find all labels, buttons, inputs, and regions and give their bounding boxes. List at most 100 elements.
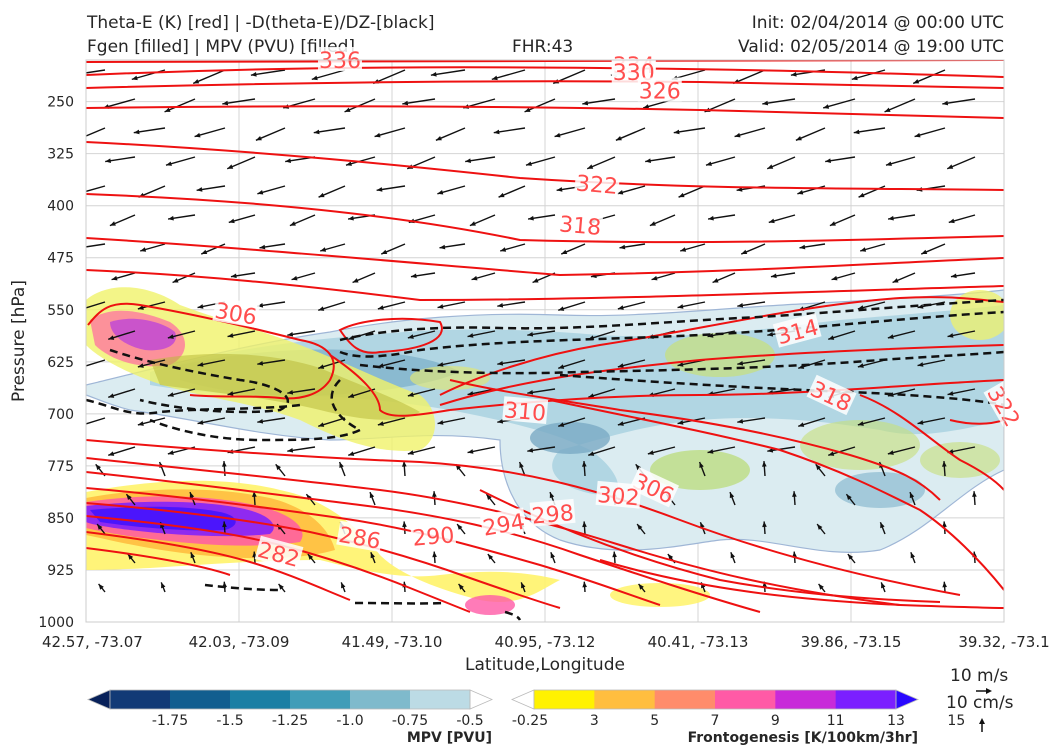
- theta-e-contour: [449, 379, 941, 501]
- wind-vector-head: [677, 420, 684, 425]
- wind-vector-head: [762, 461, 767, 467]
- wind-vector-head: [617, 190, 624, 195]
- axes: 250 325 400 475 550 625 700 775 850 925 1000 42.57,…: [38, 95, 1049, 651]
- wind-vector-head: [189, 492, 195, 499]
- fgen-fill-upper-violet: [110, 318, 176, 351]
- wind-vector-head: [257, 190, 264, 195]
- theta-e-contour: [439, 344, 1004, 406]
- dthetae-contour: [204, 583, 281, 592]
- wind-vector-head: [341, 582, 346, 589]
- wind-vector-head: [532, 278, 539, 283]
- wind-vector-head: [707, 449, 714, 454]
- y-tick-label: 475: [47, 251, 74, 267]
- wind-vector-head: [227, 391, 234, 396]
- wind-vector-head: [137, 305, 144, 310]
- wind-vector-head: [432, 491, 437, 497]
- wind-vector-head: [126, 494, 132, 500]
- wind-vector-head: [230, 273, 237, 279]
- wind-vector-head: [497, 361, 504, 366]
- fgen-fill-mid-3: [800, 420, 920, 470]
- theta-e-label-bg: [983, 380, 1027, 431]
- theta-e-label-bg: [629, 467, 680, 508]
- wind-vector-head: [197, 420, 204, 425]
- wind-vector-head: [486, 494, 492, 500]
- dthetae-contour: [339, 310, 1004, 358]
- wind-vector-head: [287, 448, 294, 453]
- wind-vector-head: [948, 218, 955, 224]
- wind-vector-head: [285, 158, 292, 163]
- wind-vector-head: [651, 275, 658, 281]
- wind-vector-head: [71, 72, 77, 77]
- wind-vector-head: [528, 215, 534, 221]
- wind-vector-head: [109, 221, 116, 226]
- wind-vector: [912, 69, 946, 85]
- wind-vector-head: [497, 419, 504, 424]
- wind-vector-head: [348, 451, 355, 456]
- wind-vector: [192, 69, 226, 85]
- wind-vector-head: [467, 333, 474, 338]
- wind-vector-head: [108, 393, 115, 398]
- wind-vector-head: [942, 521, 947, 528]
- wind-vector-head: [402, 521, 407, 528]
- wind-vector-head: [550, 552, 556, 559]
- wind-vector-head: [527, 332, 534, 337]
- theta-e-label: 318: [557, 210, 604, 241]
- wind-vector-head: [287, 332, 294, 337]
- theta-e-contour: [338, 317, 443, 354]
- colorbar-segment: [410, 690, 471, 709]
- wind-vector-head: [311, 75, 318, 81]
- wind-vector-head: [437, 304, 444, 309]
- colorbar-segment: [835, 690, 897, 709]
- wind-vector-head: [790, 72, 797, 77]
- wind-vector-head: [917, 304, 924, 309]
- wind-vector: [86, 359, 106, 367]
- dthetae-contour: [149, 379, 363, 442]
- wind-vector-head: [77, 190, 83, 194]
- wind-vector-head: [519, 462, 524, 469]
- wind-vector-head: [458, 583, 464, 590]
- wind-vector-head: [817, 524, 823, 530]
- colorbar-tick-label: -1.25: [272, 713, 308, 729]
- wind-vector: [491, 69, 526, 81]
- wind-vector-head: [165, 161, 172, 166]
- wind-vector: [250, 69, 286, 76]
- theta-e-label-bg: [637, 77, 682, 102]
- wind-vector-head: [318, 306, 325, 311]
- wind-vector-head: [172, 278, 179, 283]
- wind-vector-head: [370, 552, 376, 559]
- wind-vector-head: [287, 390, 294, 395]
- wind-vector-head: [193, 79, 200, 84]
- wind-vector-head: [227, 164, 234, 169]
- wind-vector-head: [197, 362, 204, 367]
- wind-vector-head: [377, 305, 384, 310]
- wind-vector: [430, 69, 466, 76]
- wind-vector-head: [818, 583, 824, 590]
- wind-vector-head: [196, 187, 203, 192]
- wind-vector-head: [677, 362, 684, 367]
- wind-vector-head: [712, 278, 719, 283]
- theta-e-label-bg: [336, 520, 384, 553]
- title-line-2: Fgen [filled] | MPV (PVU) [filled]: [87, 37, 356, 57]
- wind-vector-head: [487, 554, 494, 560]
- wind-vector-head: [558, 364, 565, 369]
- wind-vector-head: [617, 305, 624, 310]
- x-tick-label: 42.57, -73.07: [42, 633, 143, 651]
- wind-vector-head: [344, 107, 351, 112]
- colorbar-tick-label: 15: [947, 713, 965, 729]
- theta-e-label: 310: [502, 396, 549, 427]
- fgen-fill-bottom-1: [465, 595, 515, 615]
- wind-vector-head: [289, 221, 296, 226]
- theta-e-label: 294: [479, 507, 528, 542]
- theta-e-labels: 3343303363263223183143103183223063063022…: [212, 47, 1027, 573]
- wind-vector-head: [857, 363, 864, 368]
- wind-vector-head: [524, 107, 531, 112]
- wind-vector-head: [432, 551, 437, 558]
- theta-e-label: 336: [317, 47, 362, 74]
- x-tick-label: 39.32, -73.1: [958, 633, 1049, 651]
- wind-vector-head: [167, 392, 174, 397]
- theta-e-label-text: 318: [558, 212, 602, 241]
- wind-vector-head: [588, 451, 595, 456]
- theta-e-contour: [86, 547, 231, 576]
- theta-e-label-bg: [479, 507, 528, 539]
